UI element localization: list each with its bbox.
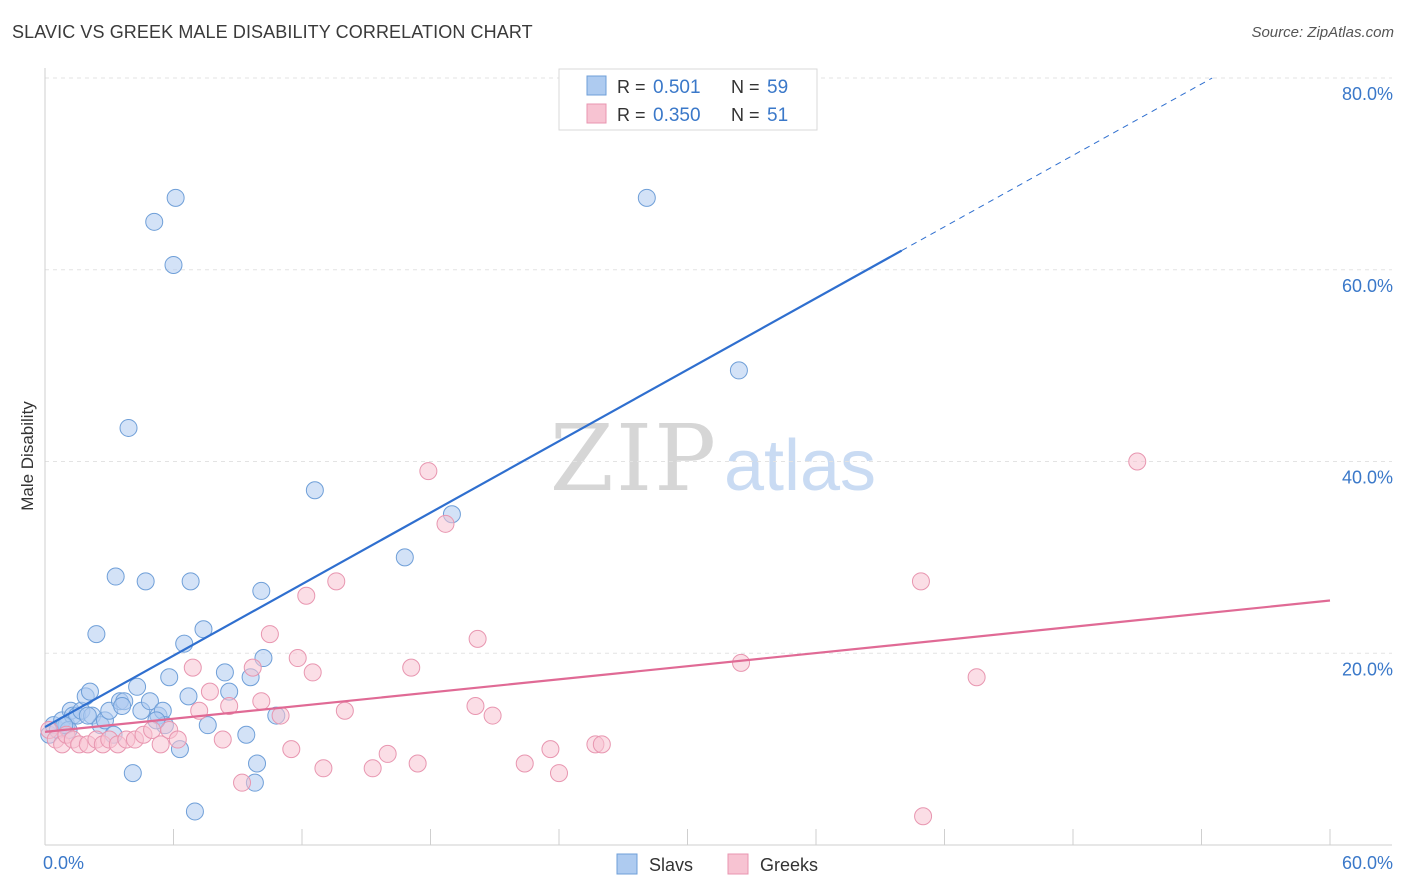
greeks-point — [252, 692, 271, 711]
greeks-point — [483, 706, 502, 725]
greeks-point — [168, 730, 187, 749]
greeks-point — [233, 773, 252, 792]
slavs-point — [215, 663, 234, 682]
series-legend-label: Slavs — [649, 855, 693, 875]
slavs-point — [106, 567, 125, 586]
series-legend-swatch — [727, 853, 749, 875]
slavs-point — [80, 682, 99, 701]
series-legend-swatch — [616, 853, 638, 875]
slavs-point — [145, 212, 164, 231]
greeks-point — [243, 658, 262, 677]
slavs-point — [136, 572, 155, 591]
greeks-point — [402, 658, 421, 677]
slavs-trend-extension — [901, 77, 1213, 252]
x-tick-label: 0.0% — [43, 853, 84, 873]
greeks-point — [378, 744, 397, 763]
y-tick-label: 60.0% — [1342, 276, 1393, 296]
slavs-point — [140, 692, 159, 711]
slavs-point — [252, 581, 271, 600]
slavs-point — [237, 725, 256, 744]
greeks-point — [1128, 452, 1147, 471]
y-axis-label: Male Disability — [18, 401, 37, 511]
greeks-point — [967, 668, 986, 687]
greeks-point — [335, 701, 354, 720]
legend-r-value: 0.350 — [653, 105, 701, 126]
slavs-point — [166, 188, 185, 207]
greeks-point — [220, 696, 239, 715]
greeks-point — [282, 740, 301, 759]
series-legend: Slavs Greeks — [616, 853, 818, 875]
slavs-point — [123, 764, 142, 783]
slavs-point — [181, 572, 200, 591]
greeks-point — [327, 572, 346, 591]
chart-title: SLAVIC VS GREEK MALE DISABILITY CORRELAT… — [12, 22, 533, 42]
correlation-legend: R = 0.501 N = 59 R = 0.350 N = 51 — [558, 68, 818, 131]
slavs-point — [395, 548, 414, 567]
source-credit: Source: ZipAtlas.com — [1251, 24, 1394, 41]
greeks-trend-line — [44, 599, 1331, 733]
greeks-point — [213, 730, 232, 749]
legend-n-label: N = — [731, 105, 760, 125]
greeks-point — [541, 740, 560, 759]
y-tick-label: 80.0% — [1342, 84, 1393, 104]
greeks-point — [260, 625, 279, 644]
series-legend-label: Greeks — [760, 855, 818, 875]
legend-r-label: R = — [617, 105, 646, 125]
legend-swatch — [586, 103, 607, 124]
greeks-point — [592, 735, 611, 754]
legend-swatch — [586, 75, 607, 96]
x-tick-label: 60.0% — [1342, 853, 1393, 873]
slavs-point — [128, 677, 147, 696]
greeks-point — [408, 754, 427, 773]
greeks-point — [914, 807, 933, 826]
legend-n-value: 51 — [767, 105, 788, 126]
legend-n-value: 59 — [767, 77, 788, 98]
greeks-point — [911, 572, 930, 591]
greeks-point — [297, 586, 316, 605]
legend-r-value: 0.501 — [653, 77, 701, 98]
slavs-point — [198, 716, 217, 735]
slavs-point — [729, 361, 748, 380]
greeks-point — [550, 764, 568, 783]
greeks-point — [314, 759, 333, 778]
slavs-trend-line — [44, 249, 903, 729]
slavs-point — [78, 706, 97, 725]
slavs-point — [637, 188, 656, 207]
watermark-zip: ZIP — [550, 405, 718, 512]
slavs-point — [179, 687, 198, 706]
y-tick-label: 40.0% — [1342, 468, 1393, 488]
greeks-point — [363, 759, 382, 778]
slavs-point — [248, 754, 267, 773]
slavs-point — [119, 418, 138, 437]
slavs-point — [185, 802, 204, 821]
slavs-point — [160, 668, 179, 687]
greeks-point — [271, 706, 290, 725]
greeks-point — [200, 682, 219, 701]
slavs-point — [87, 625, 106, 644]
greeks-point — [468, 629, 487, 648]
greeks-point — [436, 514, 455, 533]
slavs-point — [305, 481, 324, 500]
greeks-point — [183, 658, 202, 677]
greeks-point — [419, 462, 438, 481]
greeks-point — [732, 653, 751, 672]
greeks-point — [151, 735, 170, 754]
greeks-point — [515, 754, 534, 773]
y-tick-label: 20.0% — [1342, 659, 1393, 679]
slavs-point — [164, 255, 183, 274]
greeks-point — [303, 663, 322, 682]
legend-n-label: N = — [731, 77, 760, 97]
legend-r-label: R = — [617, 77, 646, 97]
watermark-atlas: atlas — [724, 426, 876, 506]
slavs-point — [113, 696, 132, 715]
greeks-point — [466, 696, 485, 715]
greeks-point — [288, 649, 307, 668]
